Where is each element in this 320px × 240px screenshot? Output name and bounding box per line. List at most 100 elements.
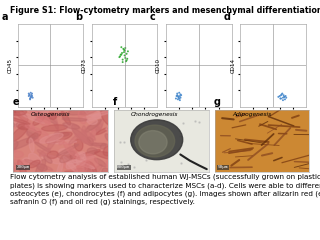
Ellipse shape — [5, 162, 16, 167]
Ellipse shape — [5, 168, 15, 172]
Ellipse shape — [65, 171, 85, 177]
Ellipse shape — [82, 126, 87, 142]
Point — [175, 93, 180, 97]
Text: Figure S1: Flow-cytometry markers and mesenchymal differentiation of human WJ-MS: Figure S1: Flow-cytometry markers and me… — [10, 6, 320, 15]
Ellipse shape — [35, 159, 46, 177]
Point — [30, 96, 35, 100]
Ellipse shape — [75, 139, 83, 151]
Point — [29, 92, 35, 96]
Ellipse shape — [33, 116, 44, 125]
Point — [27, 93, 32, 97]
Ellipse shape — [68, 108, 89, 115]
Ellipse shape — [45, 132, 72, 144]
Ellipse shape — [37, 150, 46, 156]
Ellipse shape — [41, 154, 62, 164]
Ellipse shape — [96, 127, 109, 135]
Ellipse shape — [63, 123, 79, 129]
Ellipse shape — [33, 109, 48, 116]
Ellipse shape — [69, 134, 80, 144]
Ellipse shape — [26, 132, 40, 143]
Text: 200μm: 200μm — [16, 165, 29, 169]
Ellipse shape — [29, 109, 51, 123]
Ellipse shape — [92, 110, 113, 116]
Ellipse shape — [67, 156, 95, 164]
Ellipse shape — [72, 125, 88, 144]
Ellipse shape — [102, 168, 114, 181]
Ellipse shape — [19, 158, 29, 168]
Point — [178, 92, 183, 96]
Point — [278, 96, 284, 100]
Ellipse shape — [18, 160, 27, 177]
Ellipse shape — [40, 133, 63, 143]
Point — [124, 52, 129, 56]
Ellipse shape — [5, 102, 15, 116]
Ellipse shape — [0, 102, 18, 117]
Ellipse shape — [105, 134, 112, 142]
Point — [122, 48, 127, 52]
Ellipse shape — [25, 159, 53, 170]
Ellipse shape — [103, 145, 115, 156]
X-axis label: CD90: CD90 — [117, 112, 132, 117]
Point — [146, 149, 151, 153]
Text: a: a — [1, 12, 8, 22]
Point — [278, 93, 284, 97]
Ellipse shape — [87, 148, 97, 154]
Ellipse shape — [35, 142, 51, 152]
Point — [125, 57, 130, 61]
Ellipse shape — [37, 114, 50, 126]
Ellipse shape — [80, 137, 93, 145]
Point — [123, 46, 128, 50]
Point — [175, 94, 180, 98]
Ellipse shape — [7, 122, 15, 127]
Point — [176, 96, 181, 100]
Text: 50μm: 50μm — [218, 165, 228, 169]
Ellipse shape — [48, 131, 59, 150]
X-axis label: CD14: CD14 — [43, 112, 58, 117]
Y-axis label: CD45: CD45 — [8, 58, 13, 73]
Point — [177, 98, 182, 102]
Ellipse shape — [9, 148, 16, 153]
Ellipse shape — [13, 151, 23, 158]
Text: g: g — [214, 97, 221, 107]
Y-axis label: CD10: CD10 — [156, 58, 161, 73]
Ellipse shape — [80, 102, 102, 115]
Point — [29, 94, 35, 98]
Ellipse shape — [27, 128, 38, 138]
Text: Adipogenesis: Adipogenesis — [232, 112, 271, 117]
Point — [28, 96, 33, 100]
Ellipse shape — [4, 116, 30, 124]
Text: Osteogenesis: Osteogenesis — [30, 112, 70, 117]
Ellipse shape — [84, 166, 93, 181]
Ellipse shape — [29, 160, 40, 168]
Point — [280, 98, 285, 102]
Point — [280, 92, 285, 96]
Point — [121, 140, 126, 144]
Ellipse shape — [72, 128, 92, 146]
Point — [118, 53, 123, 57]
Ellipse shape — [62, 118, 88, 121]
Ellipse shape — [139, 131, 167, 154]
Point — [27, 92, 32, 96]
Y-axis label: CD14: CD14 — [230, 58, 236, 73]
Ellipse shape — [61, 111, 70, 125]
Ellipse shape — [83, 130, 95, 140]
Point — [117, 54, 123, 58]
Ellipse shape — [47, 140, 76, 144]
Ellipse shape — [13, 106, 28, 122]
Point — [29, 95, 34, 99]
Ellipse shape — [18, 124, 29, 130]
Point — [192, 120, 197, 123]
Point — [26, 94, 31, 98]
Point — [28, 97, 33, 101]
Ellipse shape — [85, 162, 97, 182]
Ellipse shape — [85, 154, 98, 168]
Ellipse shape — [14, 114, 34, 130]
Ellipse shape — [48, 113, 56, 120]
Text: Chondrogenesis: Chondrogenesis — [131, 112, 179, 117]
Text: b: b — [76, 12, 83, 22]
Ellipse shape — [57, 144, 79, 156]
Ellipse shape — [90, 106, 111, 110]
Point — [175, 92, 180, 96]
Ellipse shape — [11, 125, 28, 141]
Ellipse shape — [52, 113, 58, 130]
